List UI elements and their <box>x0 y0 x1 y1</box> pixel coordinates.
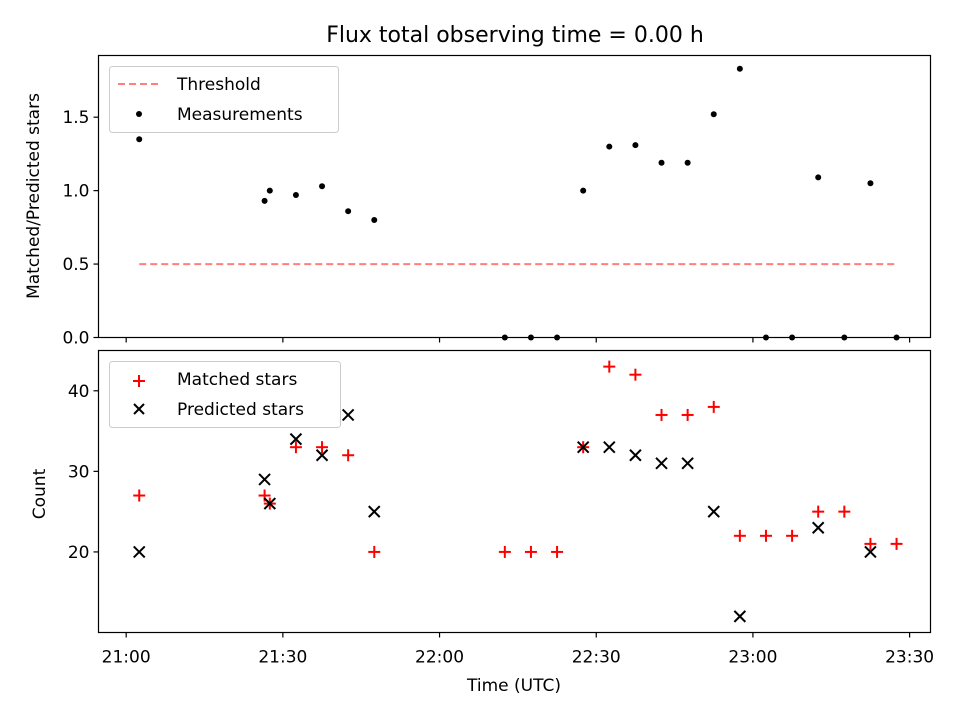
measurement-point <box>319 183 326 190</box>
matched-point <box>498 545 511 558</box>
predicted-point <box>629 449 642 462</box>
y-tick-label: 0.0 <box>62 329 89 349</box>
series-matched-stars <box>133 360 903 558</box>
predicted-point <box>576 440 590 454</box>
legend-measurements-swatch <box>136 111 142 117</box>
matched-point <box>812 505 825 518</box>
x-tick-label: 22:30 <box>572 648 621 668</box>
y-tick-label: 30 <box>68 462 90 482</box>
matched-point <box>551 545 564 558</box>
matched-point <box>316 441 329 454</box>
bottom-legend: Matched stars Predicted stars <box>109 361 341 428</box>
x-tick-label: 21:30 <box>258 648 307 668</box>
predicted-point <box>315 449 329 462</box>
bottom-axes-frame <box>97 349 932 634</box>
predicted-point <box>341 408 355 422</box>
matched-point <box>289 441 302 454</box>
legend-predicted-label: Predicted stars <box>177 400 304 420</box>
matched-point <box>133 489 146 502</box>
measurement-point <box>632 142 639 149</box>
top-panel: 0.0 0.5 1.0 1.5 Matched/Predicted stars Thr… <box>24 54 932 349</box>
predicted-point <box>603 440 616 454</box>
matched-point <box>342 449 355 462</box>
measurement-point <box>710 111 717 118</box>
predicted-point <box>707 505 720 518</box>
matched-point <box>655 408 668 421</box>
top-y-ticks: 0.0 0.5 1.0 1.5 <box>62 108 99 349</box>
measurement-point <box>266 187 273 194</box>
measurement-point <box>136 136 143 143</box>
bottom-legend-box <box>109 361 341 428</box>
top-legend: Threshold Measurements <box>109 66 339 133</box>
chart-title: Flux total observing time = 0.00 h <box>326 23 704 48</box>
predicted-point <box>733 610 747 623</box>
legend-threshold-label: Threshold <box>176 75 261 95</box>
y-tick-label: 1.5 <box>62 108 89 128</box>
matched-point <box>629 368 642 381</box>
predicted-point <box>133 545 146 559</box>
measurement-point <box>736 65 743 72</box>
matched-point <box>681 408 694 421</box>
top-x-ticks <box>125 337 911 343</box>
bottom-y-ticks: 20 30 40 <box>68 382 99 563</box>
measurement-point <box>371 217 378 223</box>
predicted-point <box>258 473 271 486</box>
predicted-point <box>368 505 381 518</box>
measurement-point <box>658 159 665 166</box>
matched-point <box>838 505 851 518</box>
predicted-point <box>655 457 668 470</box>
predicted-point <box>864 545 877 559</box>
legend-matched-label: Matched stars <box>177 370 297 390</box>
legend-predicted-swatch <box>133 403 145 415</box>
x-tick-label: 23:00 <box>728 648 777 668</box>
matched-point <box>368 545 381 558</box>
measurement-point <box>867 180 874 187</box>
measurement-point <box>815 174 822 181</box>
measurement-point <box>292 192 299 199</box>
matched-point <box>786 529 799 542</box>
matched-point <box>733 529 746 542</box>
predicted-point <box>681 457 694 470</box>
matched-point <box>759 529 772 542</box>
measurement-point <box>606 143 613 150</box>
predicted-point <box>289 432 303 446</box>
legend-measurements-label: Measurements <box>177 105 303 125</box>
matched-point <box>707 400 720 413</box>
legend-matched-swatch <box>133 375 145 387</box>
top-y-axis-label: Matched/Predicted stars <box>24 93 44 299</box>
series-predicted-stars <box>133 408 877 623</box>
x-tick-label: 22:00 <box>415 648 464 668</box>
y-tick-label: 20 <box>68 543 90 563</box>
bottom-plot-content <box>133 360 903 623</box>
y-tick-label: 0.5 <box>62 255 89 275</box>
x-axis-label: Time (UTC) <box>466 676 561 696</box>
measurement-point <box>345 208 352 215</box>
y-tick-label: 40 <box>68 382 90 402</box>
matched-point <box>890 537 903 550</box>
matched-point <box>524 545 537 558</box>
predicted-point <box>812 521 825 534</box>
matched-point <box>603 360 616 373</box>
bottom-panel: 20 30 40 21:00 21:30 22:00 22:30 23:00 23:30 Co… <box>30 349 934 696</box>
measurement-point <box>261 197 268 204</box>
measurement-point <box>684 159 691 166</box>
predicted-point <box>263 497 277 510</box>
y-tick-label: 1.0 <box>62 182 89 202</box>
x-tick-label: 21:00 <box>102 648 151 668</box>
bottom-x-ticks: 21:00 21:30 22:00 22:30 23:00 23:30 <box>102 632 934 668</box>
x-tick-label: 23:30 <box>885 648 934 668</box>
bottom-y-axis-label: Count <box>30 468 50 519</box>
top-axes-frame <box>97 54 932 339</box>
measurement-point <box>580 187 587 194</box>
matched-point <box>864 537 877 550</box>
top-legend-box <box>109 66 339 133</box>
